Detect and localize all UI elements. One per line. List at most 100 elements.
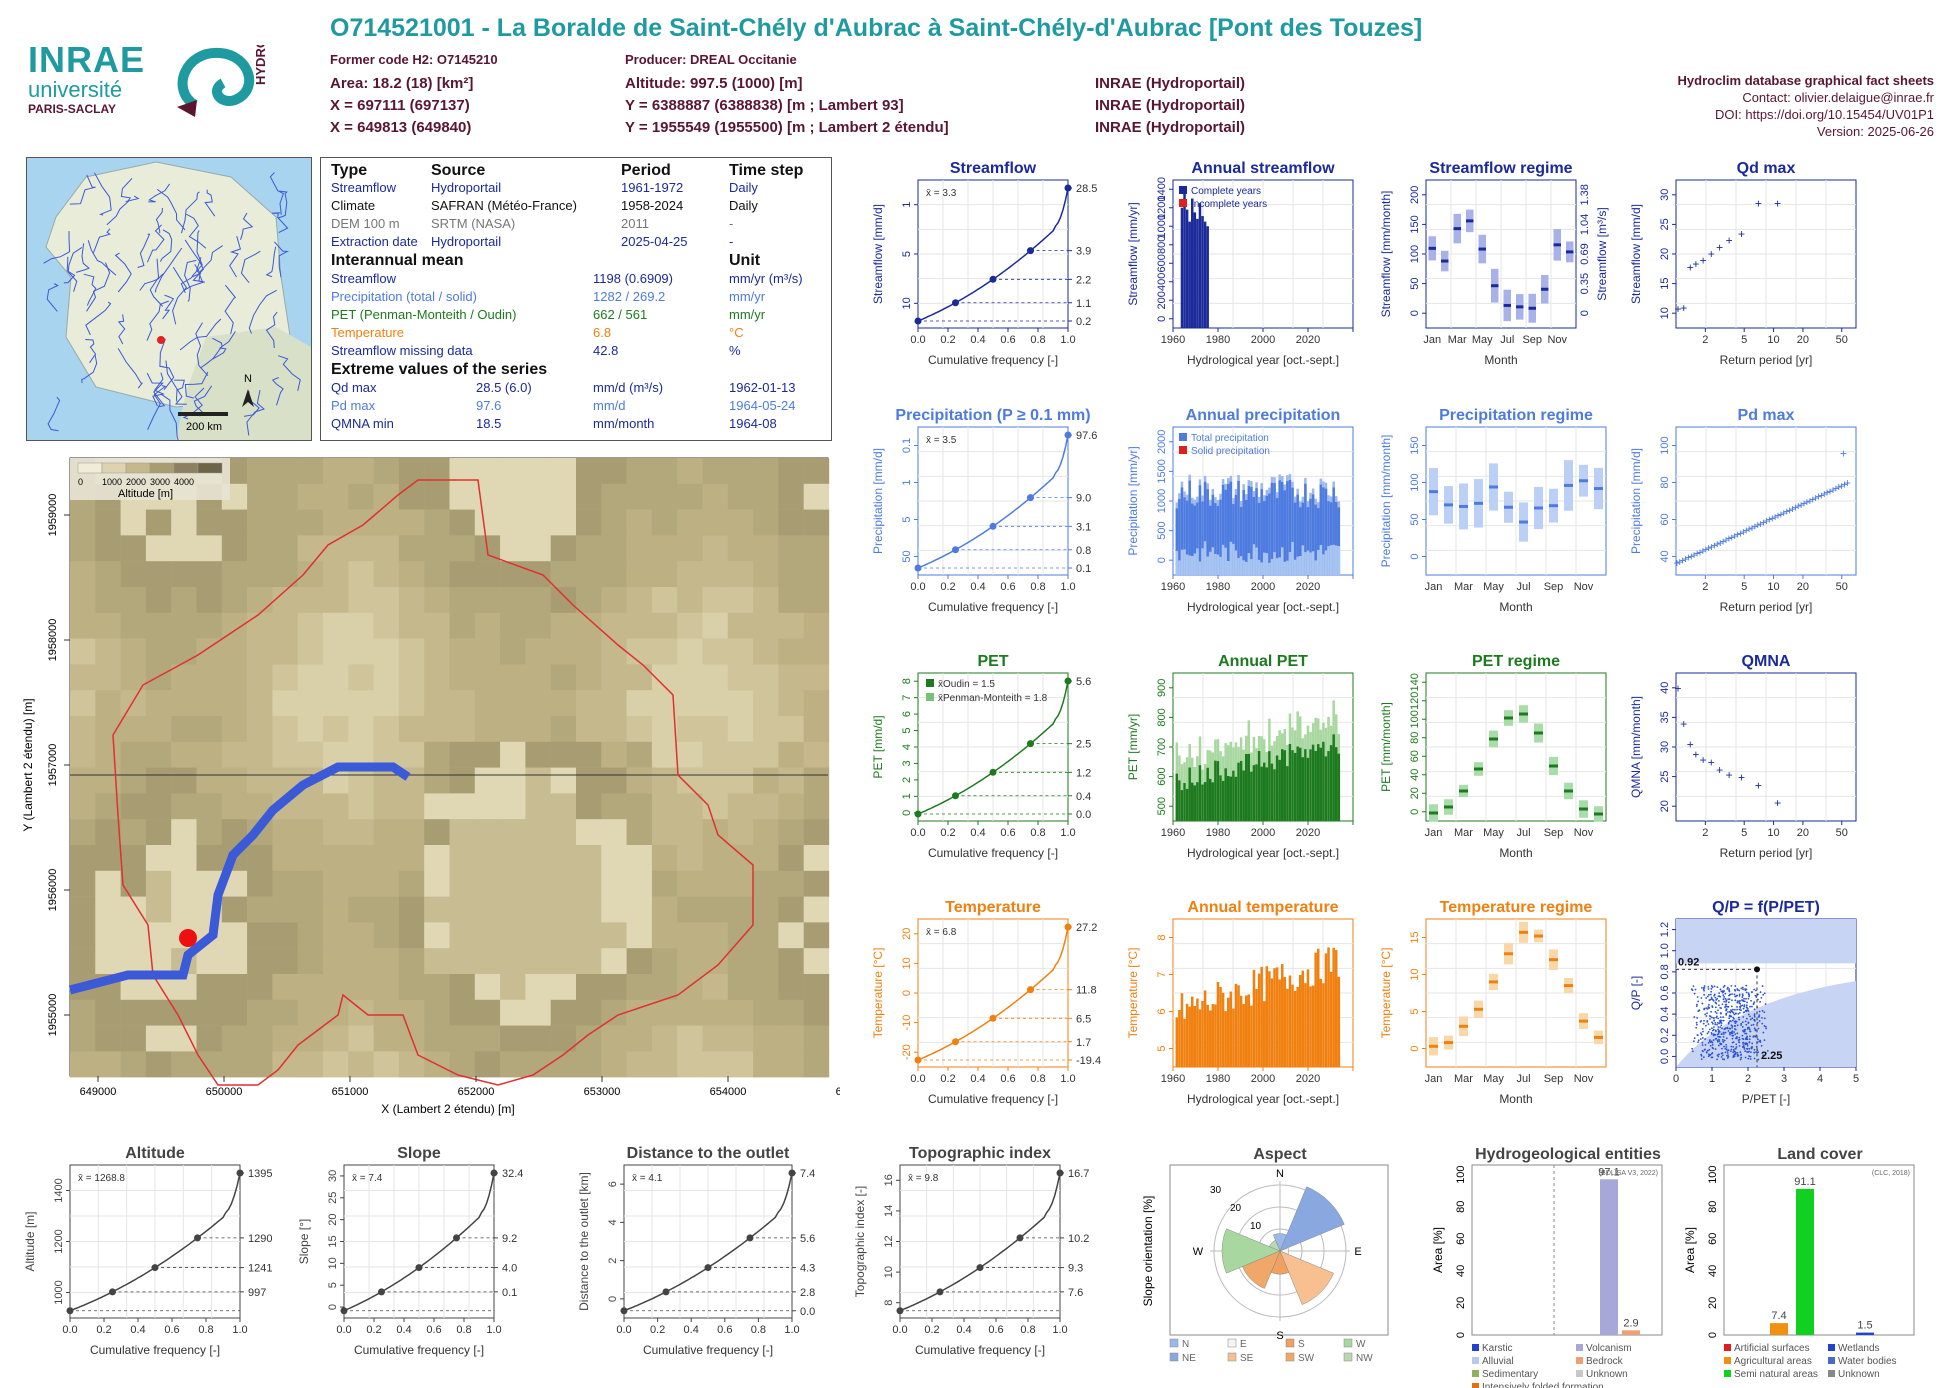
altitude-legend-swatch <box>197 462 223 474</box>
scatter-point <box>1703 986 1706 989</box>
terrain-cell <box>145 638 172 665</box>
scatter-point: + <box>1780 506 1787 520</box>
right-tick-label: 0.0 <box>1076 809 1091 821</box>
terrain-cell <box>601 870 627 897</box>
chart-xlabel: Hydrological year [oct.-sept.] <box>1187 846 1339 860</box>
terrain-cell <box>727 870 754 897</box>
terrain-cell <box>120 793 147 820</box>
legend-swatch <box>1724 1344 1731 1351</box>
annual-bar <box>1286 481 1289 575</box>
terrain-cell <box>753 587 779 613</box>
right-tick-label: 2.2 <box>1076 274 1091 286</box>
terrain-cell <box>424 587 450 613</box>
terrain-cell <box>753 612 779 639</box>
scatter-point <box>1741 1034 1744 1037</box>
terrain-cell <box>803 896 830 923</box>
contact-email[interactable]: Contact: olivier.delaigue@inrae.fr <box>1742 90 1934 105</box>
terrain-cell <box>677 741 703 768</box>
right-tick-label: 0.8 <box>1076 545 1091 557</box>
area: Area: 18.2 (18) [km²] <box>330 75 474 92</box>
annual-bar <box>1335 502 1338 575</box>
ytick-label: 500 <box>1156 521 1168 539</box>
terrain-cell <box>677 535 703 562</box>
terrain-cell <box>753 1025 779 1052</box>
terrain-cell <box>677 870 703 897</box>
chart-xlabel: Cumulative frequency [-] <box>915 1343 1045 1357</box>
scatter-point <box>1738 1002 1741 1004</box>
terrain-cell <box>373 999 400 1026</box>
scatter-point <box>1754 1029 1757 1032</box>
regime-median <box>1549 958 1558 962</box>
terrain-cell <box>120 638 147 665</box>
terrain-cell <box>95 999 121 1026</box>
ytick-label: 0 <box>1156 316 1168 322</box>
terrain-cell <box>702 999 728 1026</box>
scatter-point: + <box>1722 533 1729 547</box>
terrain-cell <box>500 948 526 975</box>
scatter-point <box>1705 997 1708 999</box>
terrain-cell <box>145 741 172 768</box>
altitude-legend-tick: 0 <box>78 477 83 487</box>
annual-bar <box>1206 1004 1209 1067</box>
scatter-point <box>1746 1028 1749 1030</box>
annual-bar <box>1273 968 1276 1067</box>
scatter-point <box>1719 1019 1722 1022</box>
xtick-label: 0 <box>1673 1073 1679 1085</box>
annual-bar <box>1201 501 1204 575</box>
terrain-cell <box>247 612 273 639</box>
annual-bar <box>1288 744 1292 821</box>
ytick-label: 5 <box>901 251 913 257</box>
xtick-label: 0.2 <box>940 827 955 839</box>
contact-doi[interactable]: DOI: https://doi.org/10.15454/UV01P1 <box>1715 107 1934 122</box>
terrain-cell <box>272 922 298 949</box>
scatter-point <box>1758 1015 1761 1018</box>
scatter-point <box>1708 1007 1710 1010</box>
scatter-point <box>1720 1024 1723 1027</box>
xtick-label: 5 <box>1853 1073 1859 1085</box>
river-line <box>195 322 209 377</box>
scatter-point: + <box>1737 526 1744 540</box>
ytick-label: 40 <box>1659 550 1671 562</box>
terrain-cell <box>626 870 653 897</box>
chart-ylabel: Streamflow [mm/yr] <box>1126 202 1140 305</box>
ytick-label: 20 <box>327 1214 339 1226</box>
scatter-point <box>1726 1054 1728 1057</box>
scatter-point <box>1709 1018 1711 1020</box>
source-3: INRAE (Hydroportail) <box>1095 119 1245 136</box>
terrain-cell <box>120 870 147 897</box>
ytick-label: 60 <box>1409 750 1421 762</box>
xtick-label: 1960 <box>1161 581 1185 593</box>
xtick-label: 2 <box>1702 827 1708 839</box>
terrain-cell <box>171 819 197 846</box>
terrain-cell <box>525 1051 551 1078</box>
scatter-point <box>1737 1041 1740 1044</box>
annual-bar <box>1224 1011 1227 1067</box>
terrain-cell <box>120 612 147 639</box>
scatter-point <box>1724 1006 1726 1009</box>
terrain-cell <box>297 845 324 871</box>
scatter-point: + <box>1708 540 1715 554</box>
scatter-point <box>1703 1049 1706 1051</box>
legend-swatch <box>926 693 934 701</box>
terrain-cell <box>424 922 450 949</box>
ytick-label: 100 <box>1707 1165 1719 1183</box>
terrain-cell <box>70 999 96 1026</box>
producer: Producer: DREAL Occitanie <box>625 52 797 67</box>
terrain-cell <box>297 922 324 949</box>
terrain-cell <box>500 690 526 717</box>
legend-label: Sedimentary <box>1482 1369 1538 1380</box>
terrain-cell <box>576 1051 602 1078</box>
scatter-point: + <box>1740 525 1747 539</box>
scatter-point <box>1707 988 1710 990</box>
terrain-cell <box>500 509 526 536</box>
terrain-cell <box>778 587 804 613</box>
ytick-label: 35 <box>1659 711 1671 723</box>
scatter-point <box>1711 1016 1713 1019</box>
regime-median <box>1444 503 1453 507</box>
scatter-point <box>1724 1047 1727 1050</box>
river-line <box>146 224 165 263</box>
contact-version: Version: 2025-06-26 <box>1816 124 1934 139</box>
terrain-cell <box>702 896 728 923</box>
